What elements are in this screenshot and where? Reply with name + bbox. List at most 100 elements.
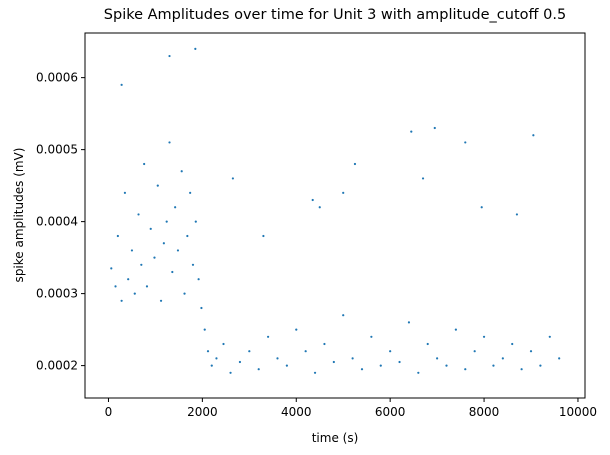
data-points (110, 47, 561, 374)
data-point (176, 249, 180, 252)
data-point (445, 364, 448, 367)
data-point (156, 184, 159, 187)
axis-ticks: 0 2000 4000 6000 8000 10000 0.0002 0.0003 0.0004… (36, 71, 597, 419)
data-point (520, 368, 523, 371)
data-point (231, 177, 234, 180)
data-point (222, 342, 225, 346)
data-point (238, 360, 242, 364)
x-tick-label: 6000 (375, 405, 406, 419)
chart-title: Spike Amplitudes over time for Unit 3 wi… (104, 7, 566, 23)
data-point (515, 213, 519, 216)
data-point (197, 278, 200, 281)
data-point (511, 342, 514, 346)
data-point (311, 198, 314, 202)
data-point (313, 371, 317, 374)
data-point (262, 234, 265, 238)
data-point (120, 83, 123, 86)
data-point (180, 170, 183, 173)
data-point (267, 335, 270, 338)
data-point (186, 234, 189, 238)
data-point (133, 292, 136, 295)
data-point (168, 54, 171, 58)
y-axis-label: spike amplitudes (mV) (12, 148, 26, 283)
data-point (464, 368, 467, 371)
data-point (304, 350, 307, 353)
data-point (120, 299, 123, 302)
data-point (436, 357, 439, 360)
data-point (454, 328, 457, 331)
data-point (501, 357, 504, 360)
data-point (127, 278, 130, 281)
plot-frame (84, 32, 586, 399)
x-tick-label: 0 (105, 405, 113, 419)
data-point (558, 357, 561, 360)
data-point (110, 267, 113, 270)
data-point (351, 357, 354, 360)
y-tick-label: 0.0002 (36, 359, 78, 373)
data-point (171, 270, 174, 274)
data-point (114, 285, 117, 288)
data-point (149, 227, 152, 230)
data-point (360, 368, 364, 371)
data-point (473, 350, 476, 353)
y-tick-label: 0.0004 (36, 215, 78, 229)
data-point (379, 364, 382, 367)
data-point (353, 162, 357, 166)
data-point (168, 141, 171, 144)
data-point (295, 328, 298, 331)
data-point (183, 292, 186, 295)
data-point (159, 299, 163, 302)
data-point (116, 234, 119, 238)
data-point (421, 177, 425, 180)
x-tick-label: 8000 (469, 405, 500, 419)
data-point (137, 213, 140, 216)
data-point (248, 350, 251, 353)
x-axis-label: time (s) (312, 431, 359, 445)
data-point (123, 191, 127, 194)
data-point (332, 360, 335, 364)
data-point (162, 242, 165, 245)
data-point (200, 306, 203, 310)
data-point (257, 368, 260, 371)
x-tick-label: 2000 (187, 405, 218, 419)
data-point (285, 364, 288, 367)
data-point (342, 191, 345, 194)
data-point (229, 371, 232, 374)
data-point (389, 350, 392, 353)
data-point (130, 249, 134, 252)
data-point (194, 220, 197, 223)
data-point (153, 256, 156, 259)
y-tick-label: 0.0006 (36, 71, 78, 85)
data-point (482, 335, 486, 338)
data-point (189, 191, 192, 194)
data-point (174, 206, 177, 209)
data-point (342, 314, 345, 317)
data-point (433, 126, 436, 130)
data-point (480, 206, 483, 209)
data-point (276, 357, 279, 360)
data-point (194, 47, 197, 50)
data-point (529, 350, 533, 353)
data-point (203, 328, 206, 331)
data-point (318, 206, 321, 209)
data-point (548, 335, 551, 338)
data-point (492, 364, 495, 367)
data-point (532, 134, 535, 137)
data-point (210, 364, 213, 367)
data-point (140, 263, 143, 266)
data-point (323, 342, 326, 346)
data-point (539, 364, 542, 367)
data-point (398, 360, 401, 364)
data-point (417, 371, 420, 374)
y-tick-label: 0.0003 (36, 287, 78, 301)
x-tick-label: 10000 (559, 405, 597, 419)
data-point (464, 141, 467, 144)
x-tick-label: 4000 (281, 405, 312, 419)
data-point (410, 130, 413, 133)
data-point (145, 285, 149, 288)
data-point (165, 220, 168, 223)
y-tick-label: 0.0005 (36, 143, 78, 157)
data-point (191, 263, 195, 266)
